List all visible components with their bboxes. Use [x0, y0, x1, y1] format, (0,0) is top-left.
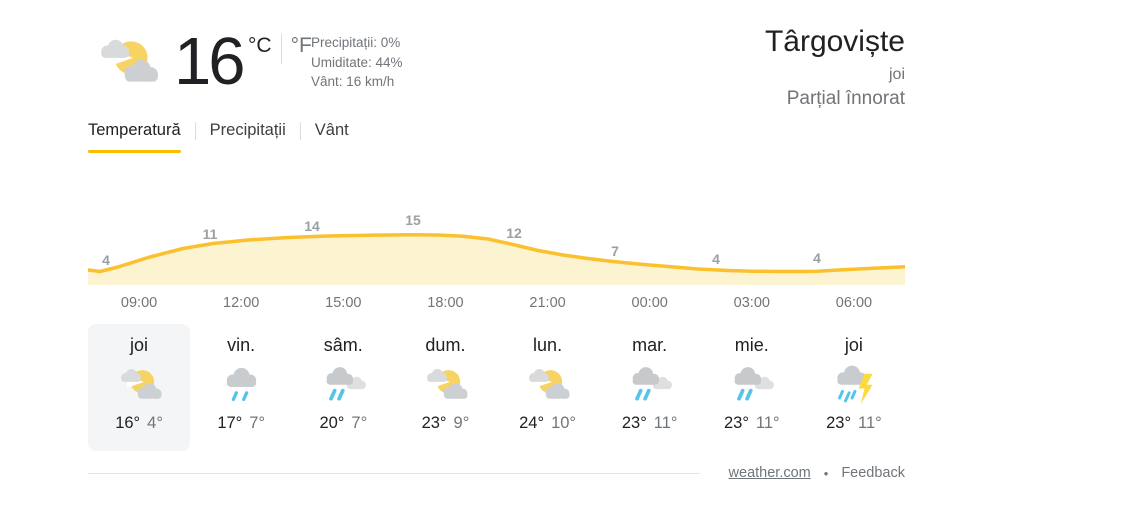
day-low-temp: 11° — [755, 414, 780, 432]
day-high-temp: 23° — [621, 414, 647, 432]
time-tick: 18:00 — [427, 295, 464, 311]
day-low-temp: 7° — [351, 414, 368, 432]
day-name: joi — [844, 335, 863, 355]
temp-point-label: 12 — [506, 225, 522, 241]
day-name: mar. — [632, 335, 668, 355]
day-low-temp: 9° — [453, 414, 470, 432]
day-temps: 23° 9° — [422, 414, 470, 433]
day-low-temp: 10° — [551, 414, 577, 432]
footer-links: weather.com • Feedback — [729, 465, 905, 481]
time-tick: 03:00 — [733, 295, 770, 311]
day-cell-vin[interactable]: vin. 17° 7° — [190, 324, 292, 451]
temp-point-label: 15 — [405, 212, 421, 228]
showers-icon — [728, 362, 775, 409]
location-header: Târgoviște joi Parțial înnorat — [765, 24, 905, 111]
storm-icon — [830, 362, 877, 409]
day-temps: 23° 11° — [826, 414, 882, 433]
time-tick: 21:00 — [529, 295, 566, 311]
day-temps: 16° 4° — [115, 414, 163, 433]
day-low-temp: 11° — [653, 414, 678, 432]
day-temps: 23° 11° — [724, 414, 780, 433]
fahrenheit-toggle[interactable]: °F — [290, 34, 312, 57]
time-tick: 06:00 — [835, 295, 873, 311]
tab-temperatura[interactable]: Temperatură — [88, 121, 181, 153]
day-cell-dum[interactable]: dum. 23° 9° — [394, 324, 496, 451]
unit-toggle-divider — [280, 34, 282, 64]
time-tick: 00:00 — [631, 295, 668, 311]
tab-precipitatii[interactable]: Precipitații — [209, 121, 286, 139]
tab-vant[interactable]: Vânt — [314, 121, 349, 139]
daily-forecast: joi 16° 4° vin. — [88, 324, 905, 451]
temp-point-label: 14 — [304, 218, 320, 234]
day-high-temp: 20° — [319, 414, 345, 432]
humidity-text: Umiditate: 44% — [311, 54, 403, 70]
rain-icon — [218, 362, 265, 409]
current-details: Precipitații: 0% Umiditate: 44% Vânt: 16… — [311, 33, 403, 92]
temp-point-label: 4 — [813, 250, 821, 266]
feedback-link[interactable]: Feedback — [841, 465, 905, 481]
temp-point-label: 11 — [202, 226, 218, 242]
wind-text: Vânt: 16 km/h — [311, 74, 395, 89]
day-temps: 20° 7° — [319, 414, 367, 433]
tab-divider — [194, 121, 196, 140]
day-high-temp: 17° — [217, 414, 243, 432]
day-cell-joi-next[interactable]: joi 23° 11° — [803, 324, 905, 451]
time-tick: 15:00 — [325, 295, 362, 311]
precipitation-text: Precipitații: 0% — [311, 35, 401, 50]
day-name: lun. — [533, 335, 563, 355]
day-low-temp: 11° — [858, 414, 882, 432]
footer-bullet-separator: • — [823, 465, 829, 481]
day-cell-sam[interactable]: sâm. 20° 7° — [292, 324, 394, 451]
celsius-toggle[interactable]: °C — [248, 34, 272, 57]
location-day: joi — [888, 66, 905, 83]
tab-divider — [299, 121, 301, 140]
temperature-curve — [88, 233, 905, 285]
location-condition: Parțial înnorat — [786, 88, 905, 109]
footer-divider — [88, 473, 700, 474]
day-high-temp: 23° — [826, 414, 852, 432]
temp-point-label: 4 — [102, 252, 110, 268]
day-name: vin. — [227, 335, 256, 355]
day-low-temp: 7° — [249, 414, 266, 432]
temperature-chart: 4 11 14 15 12 7 4 4 — [88, 200, 905, 285]
day-high-temp: 24° — [519, 414, 545, 432]
day-cell-mie[interactable]: mie. 23° 11° — [701, 324, 803, 451]
time-tick: 12:00 — [223, 295, 260, 311]
showers-icon — [320, 362, 367, 409]
day-high-temp: 16° — [115, 414, 141, 432]
forecast-tabs: Temperatură Precipitații Vânt — [88, 121, 349, 153]
day-name: joi — [130, 335, 149, 355]
day-name: dum. — [425, 335, 466, 355]
day-temps: 17° 7° — [217, 414, 265, 433]
day-high-temp: 23° — [421, 414, 447, 432]
day-cell-joi[interactable]: joi 16° 4° — [88, 324, 191, 451]
day-temps: 23° 11° — [622, 414, 678, 433]
partly-cloudy-icon — [116, 362, 163, 409]
day-temps: 24° 10° — [519, 414, 576, 433]
partly-cloudy-icon — [524, 362, 571, 409]
temp-point-label: 7 — [611, 243, 619, 259]
day-name: mie. — [734, 335, 769, 355]
time-axis: 09:00 12:00 15:00 18:00 21:00 00:00 03:0… — [88, 295, 905, 311]
unit-toggle: °C °F — [248, 34, 312, 64]
current-temperature: 16 — [174, 24, 246, 99]
showers-icon — [626, 362, 673, 409]
location-city: Târgoviște — [764, 25, 905, 58]
day-cell-lun[interactable]: lun. 24° 10° — [497, 324, 599, 451]
weather-com-link[interactable]: weather.com — [728, 465, 811, 481]
day-name: sâm. — [323, 335, 363, 355]
partly-cloudy-icon — [422, 362, 469, 409]
current-weather-icon — [90, 30, 164, 96]
day-cell-mar[interactable]: mar. 23° 11° — [599, 324, 701, 451]
time-tick: 09:00 — [120, 295, 158, 311]
temp-point-label: 4 — [712, 251, 720, 267]
day-low-temp: 4° — [147, 414, 163, 432]
day-high-temp: 23° — [723, 414, 749, 432]
